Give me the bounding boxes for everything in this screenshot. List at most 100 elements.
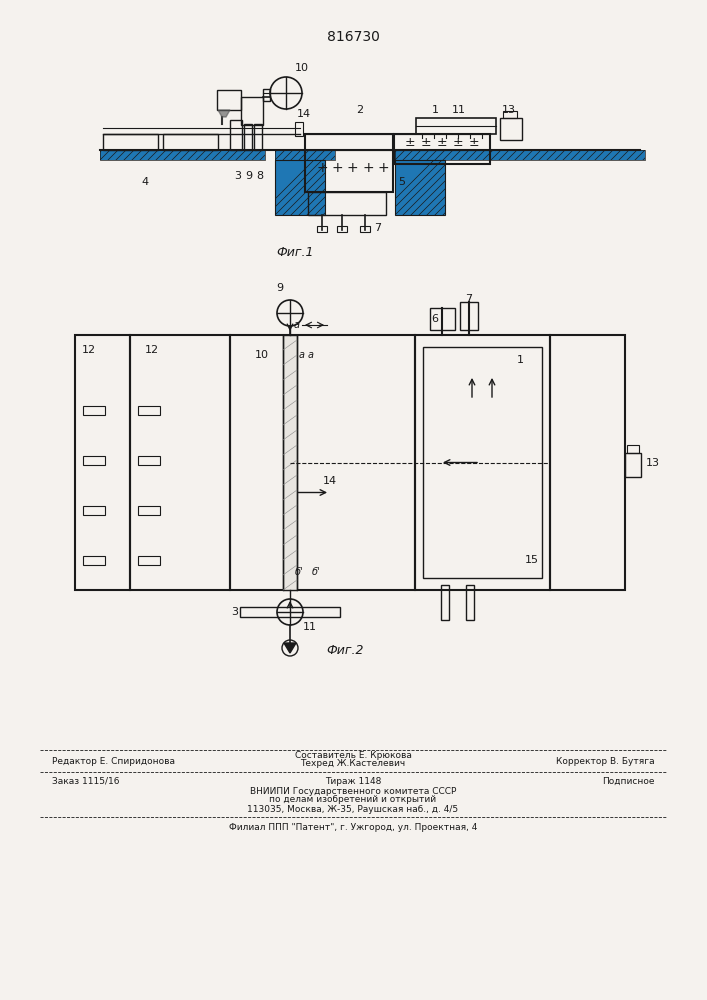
Bar: [275, 150, 335, 160]
Bar: [317, 226, 327, 232]
Bar: [275, 160, 325, 215]
Bar: [138, 456, 160, 465]
Bar: [240, 607, 340, 617]
Bar: [138, 556, 160, 565]
Text: ±: ±: [404, 135, 415, 148]
Bar: [395, 150, 645, 160]
Bar: [83, 506, 105, 515]
Bar: [83, 456, 105, 465]
Text: 6: 6: [431, 314, 438, 324]
Bar: [441, 585, 449, 620]
Bar: [550, 335, 625, 590]
Text: Редактор Е. Спиридонова: Редактор Е. Спиридонова: [52, 756, 175, 766]
Bar: [75, 335, 130, 590]
Text: б': б': [312, 567, 320, 577]
Bar: [163, 134, 218, 150]
Text: 9: 9: [245, 171, 252, 181]
Text: ВНИИПИ Государственного комитета СССР: ВНИИПИ Государственного комитета СССР: [250, 786, 456, 796]
Text: +: +: [346, 161, 358, 175]
Bar: [295, 122, 303, 136]
Bar: [395, 150, 645, 160]
Text: 10: 10: [255, 350, 269, 360]
Text: 7: 7: [375, 223, 382, 233]
Bar: [460, 302, 478, 330]
Bar: [625, 453, 641, 477]
Bar: [360, 226, 370, 232]
Bar: [230, 335, 415, 590]
Bar: [308, 192, 386, 215]
Text: +: +: [362, 161, 374, 175]
Text: 15: 15: [525, 555, 539, 565]
Bar: [423, 347, 542, 578]
Bar: [500, 118, 522, 140]
Bar: [305, 134, 393, 192]
Text: ±: ±: [437, 135, 448, 148]
Bar: [263, 89, 270, 101]
Text: б': б': [295, 567, 303, 577]
Text: Тираж 1148: Тираж 1148: [325, 776, 381, 786]
Text: 11: 11: [452, 105, 466, 115]
Text: 10: 10: [295, 63, 309, 73]
Text: 12: 12: [82, 345, 96, 355]
Bar: [217, 90, 241, 110]
Bar: [430, 308, 455, 330]
Text: 13: 13: [502, 105, 516, 115]
Text: 1: 1: [431, 105, 438, 115]
Bar: [415, 335, 550, 590]
Text: 3: 3: [235, 171, 242, 181]
Text: 13: 13: [646, 458, 660, 468]
Text: по делам изобретений и открытий: по делам изобретений и открытий: [269, 796, 436, 804]
Text: Подписное: Подписное: [602, 776, 655, 786]
Text: Филиал ППП "Патент", г. Ужгород, ул. Проектная, 4: Филиал ППП "Патент", г. Ужгород, ул. Про…: [229, 822, 477, 832]
Text: +: +: [316, 161, 328, 175]
Bar: [275, 160, 325, 215]
Text: Корректор В. Бутяга: Корректор В. Бутяга: [556, 756, 655, 766]
Text: ±: ±: [452, 135, 463, 148]
Text: 8: 8: [257, 171, 264, 181]
Text: Фиг.1: Фиг.1: [276, 246, 314, 259]
Text: 5: 5: [399, 177, 406, 187]
Text: 2: 2: [356, 105, 363, 115]
Bar: [394, 134, 490, 164]
Text: +: +: [331, 161, 343, 175]
Text: 14: 14: [297, 109, 311, 119]
Bar: [230, 120, 242, 150]
Bar: [337, 226, 347, 232]
Text: +: +: [378, 161, 389, 175]
Polygon shape: [284, 643, 296, 653]
Bar: [138, 406, 160, 415]
Bar: [466, 585, 474, 620]
Bar: [100, 150, 265, 160]
Text: 9: 9: [276, 283, 284, 293]
Text: Составитель Е. Крюкова: Составитель Е. Крюкова: [295, 750, 411, 760]
Text: 3: 3: [231, 607, 238, 617]
Text: 11: 11: [303, 622, 317, 632]
Text: 14: 14: [323, 476, 337, 486]
Bar: [241, 97, 263, 125]
Bar: [416, 118, 496, 134]
Text: 113035, Москва, Ж-35, Раушская наб., д. 4/5: 113035, Москва, Ж-35, Раушская наб., д. …: [247, 804, 459, 814]
Text: 816730: 816730: [327, 30, 380, 44]
Bar: [627, 445, 639, 453]
Bar: [244, 124, 252, 150]
Bar: [100, 150, 265, 160]
Bar: [83, 406, 105, 415]
Text: a: a: [308, 350, 314, 360]
Bar: [138, 506, 160, 515]
Bar: [395, 160, 445, 215]
Text: Техред Ж.Кастелевич: Техред Ж.Кастелевич: [300, 758, 406, 768]
Text: ±: ±: [469, 135, 479, 148]
Bar: [275, 150, 335, 160]
Text: a: a: [299, 350, 305, 360]
Bar: [103, 134, 158, 150]
Text: a: a: [294, 320, 300, 330]
Text: Фиг.2: Фиг.2: [326, 644, 363, 656]
Bar: [395, 160, 445, 215]
Text: Заказ 1115/16: Заказ 1115/16: [52, 776, 119, 786]
Text: 12: 12: [145, 345, 159, 355]
Bar: [254, 124, 262, 150]
Text: 7: 7: [465, 294, 472, 304]
Bar: [503, 111, 517, 118]
Bar: [283, 335, 297, 590]
Text: 1: 1: [517, 355, 523, 365]
